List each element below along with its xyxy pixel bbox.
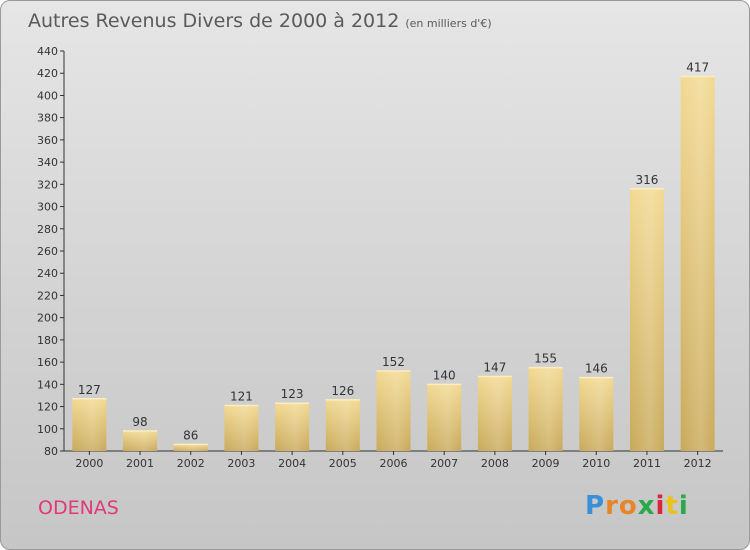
y-tick-label: 120 xyxy=(37,401,58,414)
bar-highlight xyxy=(173,444,208,451)
data-label: 126 xyxy=(331,384,354,398)
x-tick-label: 2002 xyxy=(177,457,205,470)
logo-letter: o xyxy=(618,491,638,521)
bar-highlight xyxy=(376,371,411,451)
data-label: 123 xyxy=(281,387,304,401)
y-tick-label: 80 xyxy=(44,445,58,458)
place-name: ODENAS xyxy=(38,497,119,519)
x-tick-label: 2010 xyxy=(582,457,610,470)
y-tick-label: 440 xyxy=(37,45,58,58)
x-tick-label: 2011 xyxy=(633,457,661,470)
bar-highlight xyxy=(275,403,310,451)
y-tick-label: 340 xyxy=(37,156,58,169)
x-tick-label: 2001 xyxy=(126,457,154,470)
y-tick-label: 400 xyxy=(37,89,58,102)
bar-highlight xyxy=(427,384,462,451)
chart-subtitle: (en milliers d'€) xyxy=(405,17,492,30)
bar-highlight xyxy=(629,188,664,451)
bar-highlight xyxy=(680,76,715,452)
y-tick-label: 260 xyxy=(37,245,58,258)
chart-title: Autres Revenus Divers de 2000 à 2012 (en … xyxy=(28,10,492,32)
logo-letter: i xyxy=(655,491,666,521)
bar-highlight xyxy=(224,405,259,451)
x-tick-label: 2003 xyxy=(227,457,255,470)
data-label: 86 xyxy=(183,428,198,442)
y-tick-label: 220 xyxy=(37,289,58,302)
logo-letter: i xyxy=(678,491,689,521)
logo-letter: r xyxy=(605,491,619,521)
bar-highlight xyxy=(579,377,614,451)
y-tick-label: 380 xyxy=(37,112,58,125)
data-label: 147 xyxy=(483,361,506,375)
y-tick-label: 240 xyxy=(37,267,58,280)
x-tick-label: 2000 xyxy=(75,457,103,470)
data-label: 316 xyxy=(636,173,659,187)
y-tick-label: 320 xyxy=(37,178,58,191)
y-tick-label: 300 xyxy=(37,201,58,214)
x-tick-label: 2008 xyxy=(481,457,509,470)
y-tick-label: 420 xyxy=(37,67,58,80)
bar-highlight xyxy=(477,376,512,451)
data-label: 152 xyxy=(382,355,405,369)
y-tick-label: 140 xyxy=(37,378,58,391)
logo-letter: t xyxy=(665,491,679,521)
bar-highlight xyxy=(325,399,360,451)
x-tick-label: 2006 xyxy=(380,457,408,470)
y-tick-label: 280 xyxy=(37,223,58,236)
bar-highlight xyxy=(72,398,107,451)
y-tick-label: 200 xyxy=(37,312,58,325)
data-label: 98 xyxy=(132,415,147,429)
y-tick-label: 100 xyxy=(37,423,58,436)
x-tick-label: 2009 xyxy=(532,457,560,470)
y-tick-label: 360 xyxy=(37,134,58,147)
x-tick-label: 2004 xyxy=(278,457,306,470)
bar-highlight xyxy=(123,431,158,451)
logo-letter: x xyxy=(637,491,656,521)
bar-highlight xyxy=(528,367,563,451)
logo-letter: P xyxy=(585,491,606,521)
proxiti-logo: Proxiti xyxy=(585,491,689,521)
x-tick-label: 2007 xyxy=(430,457,458,470)
y-tick-label: 180 xyxy=(37,334,58,347)
y-tick-label: 160 xyxy=(37,356,58,369)
x-tick-label: 2005 xyxy=(329,457,357,470)
data-label: 127 xyxy=(78,383,101,397)
data-label: 146 xyxy=(585,362,608,376)
data-label: 140 xyxy=(433,368,456,382)
chart-title-text: Autres Revenus Divers de 2000 à 2012 xyxy=(28,10,400,32)
data-label: 417 xyxy=(686,61,709,75)
data-label: 121 xyxy=(230,389,253,403)
data-label: 155 xyxy=(534,352,557,366)
x-tick-label: 2012 xyxy=(684,457,712,470)
